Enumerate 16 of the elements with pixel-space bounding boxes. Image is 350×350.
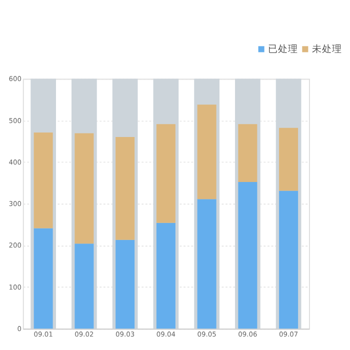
bar: [116, 137, 135, 240]
bar: [197, 199, 216, 329]
bar: [279, 190, 298, 329]
bar: [156, 222, 176, 329]
bar: [34, 132, 53, 228]
bar: [279, 128, 298, 191]
legend-label: 已处理: [268, 43, 298, 56]
bar: [156, 124, 176, 223]
bar: [74, 244, 94, 329]
bar: [116, 240, 135, 329]
bar: [34, 228, 53, 329]
bar: [238, 182, 258, 329]
bar: [74, 133, 94, 244]
bar: [197, 104, 216, 200]
bar: [238, 124, 258, 182]
legend-label: 未处理: [312, 43, 342, 56]
